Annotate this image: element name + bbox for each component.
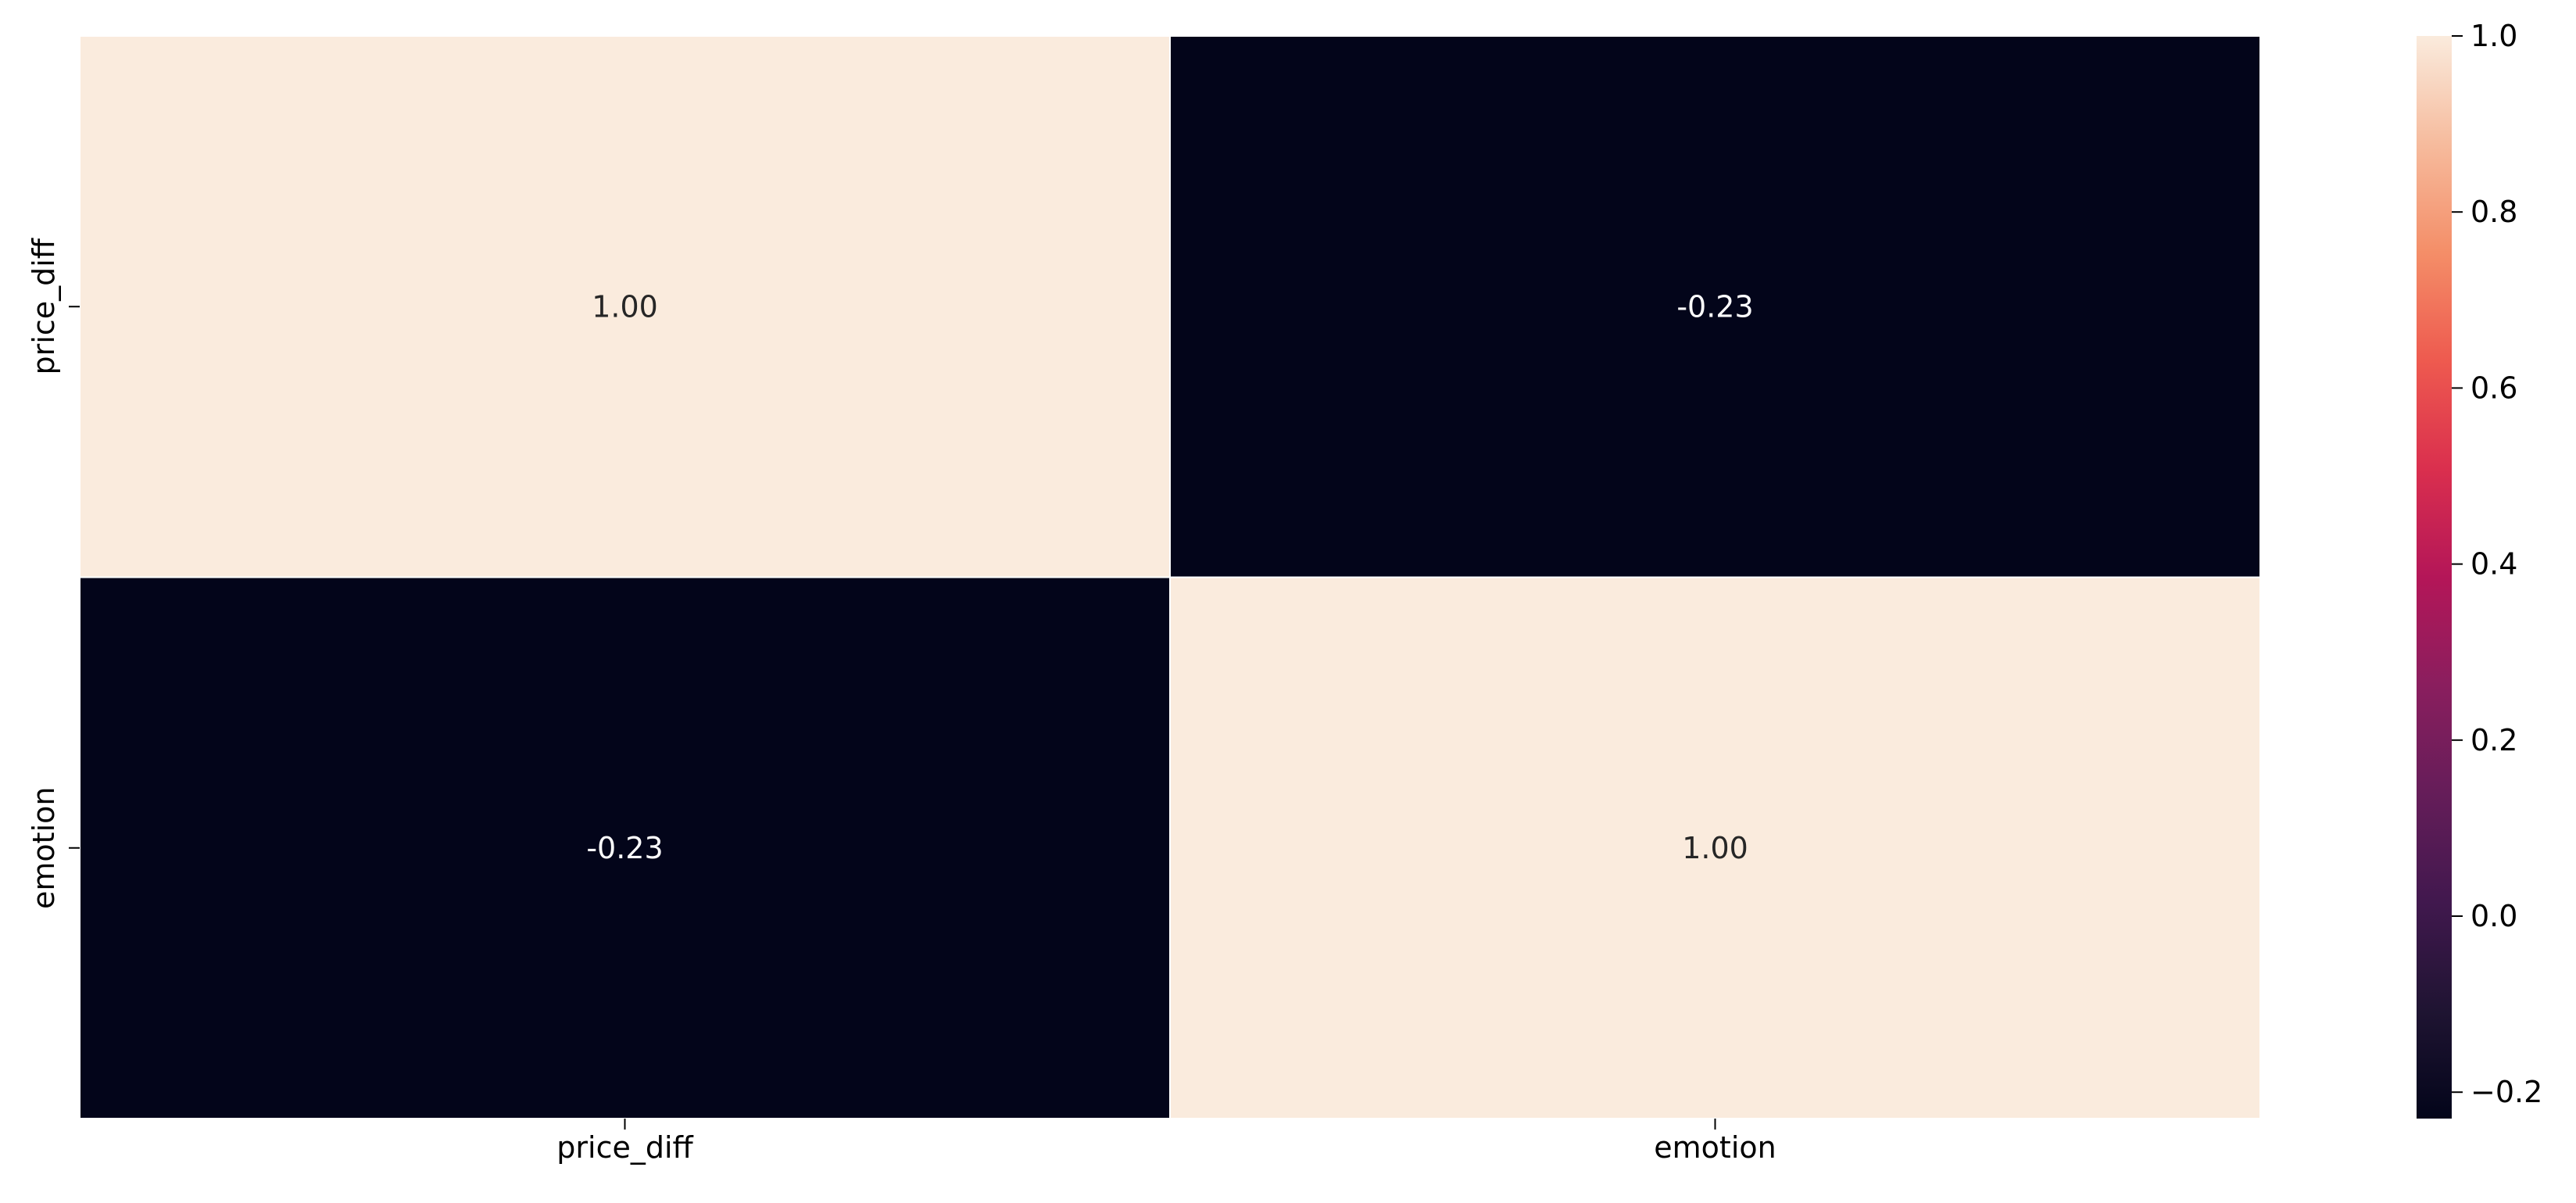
x-axis: price_diff emotion <box>556 1119 1776 1165</box>
x-tick-label: price_diff <box>556 1130 693 1165</box>
x-tick-label: emotion <box>1654 1130 1776 1165</box>
heatmap-cell-price_diff-emotion <box>1169 35 2261 578</box>
colorbar-gradient <box>2417 36 2452 1119</box>
colorbar-tick-label: 0.2 <box>2470 723 2517 757</box>
cell-annotation: 1.00 <box>592 289 658 324</box>
cell-annotation: -0.23 <box>1676 289 1753 324</box>
colorbar-tick-label: 1.0 <box>2470 19 2517 53</box>
colorbar-tick-label: 0.0 <box>2470 899 2517 933</box>
colorbar-tick-label: 0.8 <box>2470 195 2517 229</box>
colorbar-tick-label: 0.6 <box>2470 371 2517 405</box>
heatmap-cell-emotion-price_diff <box>79 576 1171 1119</box>
cell-annotation: 1.00 <box>1682 831 1748 865</box>
heatmap-cell-emotion-emotion <box>1169 576 2261 1119</box>
cell-annotations: 1.00 -0.23 -0.23 1.00 <box>586 289 1753 865</box>
heatmap-cells <box>79 35 2261 1119</box>
y-tick-label: price_diff <box>27 238 61 374</box>
colorbar-tick-label: −0.2 <box>2470 1075 2542 1109</box>
colorbar-tick-label: 0.4 <box>2470 547 2517 582</box>
cell-annotation: -0.23 <box>586 831 663 865</box>
y-tick-label: emotion <box>27 787 61 909</box>
heatmap-cell-price_diff-price_diff <box>79 35 1171 578</box>
colorbar: −0.2 0.0 0.2 0.4 0.6 0.8 1.0 <box>2417 19 2542 1119</box>
